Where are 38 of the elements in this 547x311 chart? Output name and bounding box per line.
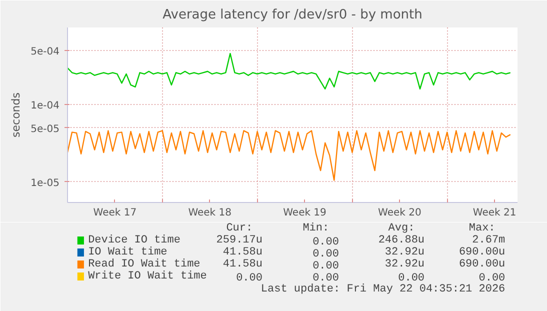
x-tick-label: Week 17 — [93, 208, 137, 218]
text: Max: — [468, 222, 496, 234]
text: 0.00 — [478, 272, 506, 284]
text: 41.58u — [222, 258, 262, 270]
text: 0.00 — [312, 260, 339, 272]
y-tick-label: 1e-05 — [30, 178, 60, 189]
legend-label: Write IO Wait time — [88, 270, 207, 282]
y-axis-title: seconds — [10, 92, 23, 138]
text: Min: — [302, 222, 330, 234]
text: 0.00 — [236, 272, 262, 284]
chart-title: Average latency for /dev/sr0 - by month — [162, 8, 422, 22]
text: 259.17u — [216, 234, 262, 246]
x-tick-label: Week 18 — [188, 208, 232, 218]
text: Last update: Fri May 22 04:35:21 2026 — [260, 284, 506, 296]
text: 41.58u — [222, 246, 262, 258]
text: Avg: — [388, 222, 415, 234]
x-tick-label: Week 21 — [472, 208, 516, 218]
x-tick-label: Week 19 — [283, 208, 326, 218]
text: 690.00u — [458, 246, 506, 258]
text: 2.67m — [472, 234, 506, 246]
text: 690.00u — [458, 258, 506, 270]
line-series — [68, 52, 511, 90]
text: Cur: — [226, 222, 253, 234]
text: 0.00 — [312, 248, 339, 260]
legend-label: Device IO time — [88, 234, 180, 246]
text: 246.88u — [378, 234, 425, 246]
text: 32.92u — [384, 258, 425, 270]
legend-label: IO Wait time — [88, 246, 168, 258]
x-tick-label: Week 20 — [378, 208, 422, 218]
line-series — [68, 130, 511, 181]
legend-label: Read IO Wait time — [88, 258, 200, 270]
text: 0.00 — [312, 272, 339, 284]
text: 0.00 — [312, 236, 339, 248]
y-tick-label: 1e-04 — [30, 100, 60, 112]
text: 32.92u — [384, 246, 425, 258]
text: 0.00 — [398, 272, 425, 284]
y-tick-label: 5e-05 — [30, 124, 60, 135]
y-tick-label: 5e-04 — [30, 46, 60, 58]
